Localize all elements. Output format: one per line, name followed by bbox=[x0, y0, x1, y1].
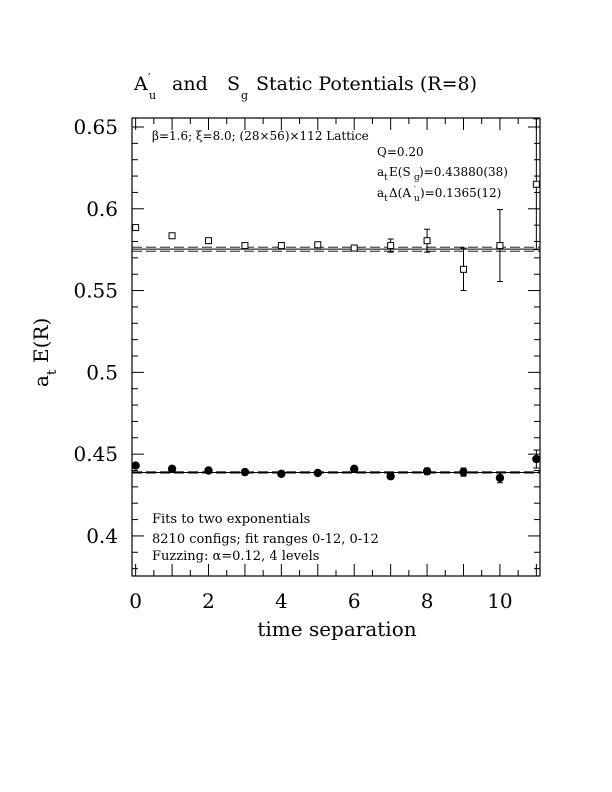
annotation-lattice: β=1.6; ξ=8.0; (28×56)×112 Lattice bbox=[152, 129, 369, 143]
y-tick-label: 0.45 bbox=[73, 442, 118, 466]
x-axis-label: time separation bbox=[257, 617, 416, 641]
data-point-square bbox=[496, 242, 504, 250]
x-tick-label: 10 bbox=[487, 589, 512, 613]
data-point-square bbox=[132, 224, 140, 232]
title-a-sub: u bbox=[149, 89, 156, 102]
energy-mid: E(S bbox=[389, 165, 411, 179]
data-point-circle bbox=[131, 461, 140, 470]
x-tick-label: 4 bbox=[275, 589, 288, 613]
data-point-square bbox=[460, 265, 467, 273]
y-tick-label: 0.65 bbox=[73, 115, 118, 139]
y-label-rest: E(R) bbox=[29, 318, 53, 363]
data-points bbox=[131, 118, 541, 484]
delta-mid: Δ(A bbox=[389, 186, 411, 200]
energy-s-sub: g bbox=[414, 173, 420, 183]
data-point-square bbox=[314, 241, 322, 249]
annotation-energy-sg: a t E(S g )=0.43880(38) bbox=[377, 165, 508, 183]
data-point-square bbox=[241, 242, 249, 250]
delta-u-sub: u bbox=[414, 194, 420, 204]
x-tick-label: 0 bbox=[129, 589, 142, 613]
title-a-base: A bbox=[133, 73, 148, 95]
y-tick-label: 0.4 bbox=[86, 524, 118, 548]
data-point-square bbox=[387, 242, 395, 250]
data-point-square bbox=[277, 242, 285, 250]
data-point-circle bbox=[277, 469, 286, 478]
delta-prime: ′ bbox=[414, 185, 416, 194]
y-axis-label: a t E(R) bbox=[29, 318, 60, 387]
y-tick-label: 0.5 bbox=[86, 360, 118, 384]
data-point-circle bbox=[459, 467, 468, 477]
title-a-prime: ′ bbox=[148, 71, 151, 85]
axis-ticks bbox=[132, 118, 540, 576]
y-tick-label: 0.55 bbox=[73, 279, 118, 303]
fit-lines bbox=[132, 246, 540, 474]
annotation-delta-au: a t Δ(A ′ u )=0.1365(12) bbox=[377, 185, 501, 204]
data-point-circle bbox=[313, 468, 322, 478]
title-and: and bbox=[172, 73, 208, 95]
data-point-circle bbox=[386, 472, 395, 481]
data-point-circle bbox=[532, 454, 541, 464]
annotation-fits: Fits to two exponentials bbox=[152, 512, 310, 527]
energy-a-sub: t bbox=[384, 173, 388, 183]
energy-value: )=0.43880(38) bbox=[419, 165, 508, 179]
data-point-circle bbox=[350, 464, 359, 474]
data-point-circle bbox=[167, 464, 177, 474]
annotations: β=1.6; ξ=8.0; (28×56)×112 Lattice Q=0.20… bbox=[152, 129, 508, 564]
annotation-fuzzing: Fuzzing: α=0.12, 4 levels bbox=[152, 549, 319, 564]
title-s-base: S bbox=[227, 73, 240, 95]
data-point-square bbox=[350, 244, 358, 252]
data-point-circle bbox=[422, 467, 432, 476]
chart-title: A ′ u and S g Static Potentials (R=8) bbox=[133, 71, 477, 102]
delta-value: )=0.1365(12) bbox=[420, 186, 501, 200]
data-point-square bbox=[423, 237, 431, 245]
y-tick-label: 0.6 bbox=[86, 197, 118, 221]
data-point-circle bbox=[495, 473, 505, 483]
y-label-t: t bbox=[45, 369, 60, 375]
data-point-square bbox=[532, 180, 540, 188]
energy-a: a bbox=[377, 165, 384, 179]
data-point-square bbox=[168, 232, 176, 240]
title-s-sub: g bbox=[241, 89, 248, 102]
x-tick-label: 6 bbox=[348, 589, 361, 613]
data-point-square bbox=[205, 237, 212, 245]
annotation-configs: 8210 configs; fit ranges 0-12, 0-12 bbox=[152, 532, 379, 547]
data-point-circle bbox=[240, 467, 250, 477]
tick-labels: 0 2 4 6 8 10 0.4 0.45 0.5 0.55 0.6 0.65 bbox=[73, 115, 512, 613]
data-point-circle bbox=[204, 466, 213, 475]
delta-a: a bbox=[377, 186, 384, 200]
annotation-q: Q=0.20 bbox=[377, 145, 424, 159]
y-label-a: a bbox=[29, 375, 53, 387]
title-rest: Static Potentials (R=8) bbox=[256, 73, 477, 95]
x-tick-label: 8 bbox=[421, 589, 434, 613]
delta-a-sub: t bbox=[384, 194, 388, 204]
x-tick-label: 2 bbox=[202, 589, 215, 613]
